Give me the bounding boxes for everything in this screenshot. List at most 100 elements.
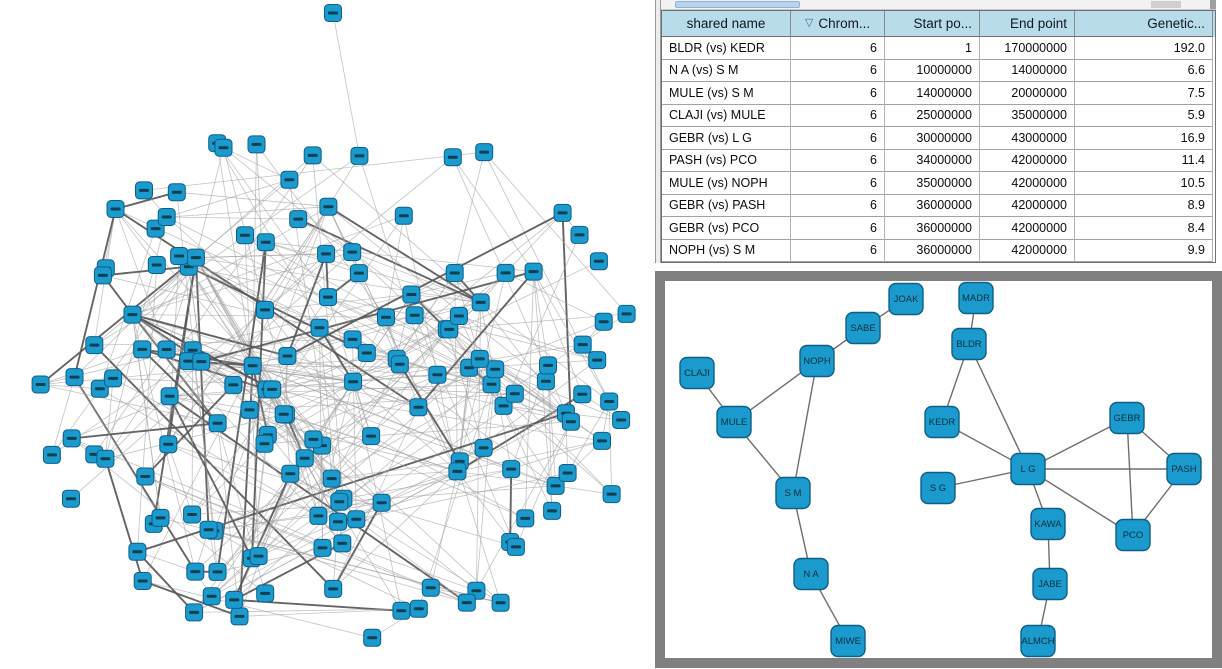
- network-node[interactable]: [192, 352, 211, 371]
- subnetwork-edge-GEBR--PCO[interactable]: [1126, 417, 1134, 536]
- network-node[interactable]: [546, 476, 565, 495]
- network-node[interactable]: [31, 375, 50, 394]
- cell-genetic[interactable]: 10.5: [1075, 172, 1213, 195]
- cell-chromosome[interactable]: 6: [791, 194, 885, 217]
- subnetwork-node-L G[interactable]: L G: [1010, 452, 1046, 486]
- network-node[interactable]: [600, 392, 619, 411]
- cell-start[interactable]: 25000000: [885, 104, 980, 127]
- network-node[interactable]: [409, 398, 428, 417]
- cell-chromosome[interactable]: 6: [791, 127, 885, 150]
- network-node[interactable]: [280, 170, 299, 189]
- network-node[interactable]: [602, 485, 621, 504]
- network-node[interactable]: [170, 247, 189, 265]
- network-node[interactable]: [524, 262, 543, 281]
- cell-chromosome[interactable]: 6: [791, 172, 885, 195]
- subnetwork-node-MIWE[interactable]: MIWE: [830, 624, 866, 658]
- table-row[interactable]: N A (vs) S M 6 10000000 14000000 6.6: [662, 59, 1215, 82]
- network-node[interactable]: [482, 375, 501, 394]
- subnetwork-node-PASH[interactable]: PASH: [1166, 452, 1202, 486]
- cell-end[interactable]: 170000000: [980, 37, 1075, 60]
- cell-shared_name[interactable]: PASH (vs) PCO: [662, 149, 791, 172]
- network-node[interactable]: [561, 412, 580, 431]
- network-node[interactable]: [295, 449, 314, 468]
- network-node[interactable]: [157, 340, 176, 359]
- cell-end[interactable]: 20000000: [980, 82, 1075, 105]
- network-node[interactable]: [319, 288, 337, 307]
- network-node[interactable]: [372, 493, 391, 512]
- network-node[interactable]: [363, 628, 382, 647]
- network-node[interactable]: [185, 603, 204, 622]
- cell-genetic[interactable]: 9.9: [1075, 239, 1213, 262]
- network-node[interactable]: [558, 464, 577, 482]
- network-node[interactable]: [516, 509, 535, 528]
- cell-chromosome[interactable]: 6: [791, 37, 885, 60]
- network-node[interactable]: [147, 256, 166, 274]
- network-node[interactable]: [594, 312, 613, 331]
- network-node[interactable]: [539, 356, 557, 375]
- main-network-canvas[interactable]: [0, 0, 655, 669]
- subnetwork-node-JOAK[interactable]: JOAK: [888, 282, 924, 316]
- network-node[interactable]: [344, 372, 363, 391]
- cell-shared_name[interactable]: GEBR (vs) PASH: [662, 194, 791, 217]
- cell-chromosome[interactable]: 6: [791, 104, 885, 127]
- network-node[interactable]: [329, 512, 348, 531]
- subnetwork-node-NOPH[interactable]: NOPH: [799, 344, 835, 378]
- network-node[interactable]: [278, 347, 297, 365]
- cell-start[interactable]: 36000000: [885, 239, 980, 262]
- network-node[interactable]: [443, 148, 462, 167]
- subnetwork-node-MULE[interactable]: MULE: [716, 405, 752, 439]
- subnetwork-edge-BLDR--L G[interactable]: [968, 343, 1029, 470]
- cell-end[interactable]: 42000000: [980, 149, 1075, 172]
- network-node[interactable]: [617, 304, 636, 323]
- cell-chromosome[interactable]: 6: [791, 149, 885, 172]
- cell-genetic[interactable]: 6.6: [1075, 59, 1213, 82]
- network-node[interactable]: [225, 590, 244, 609]
- table-row[interactable]: CLAJI (vs) MULE 6 25000000 35000000 5.9: [662, 104, 1215, 127]
- subnetwork-node-JABE[interactable]: JABE: [1032, 567, 1068, 601]
- network-node[interactable]: [159, 435, 178, 454]
- network-node[interactable]: [392, 601, 411, 620]
- cell-shared_name[interactable]: GEBR (vs) PCO: [662, 217, 791, 240]
- table-row[interactable]: NOPH (vs) S M 6 36000000 42000000 9.9: [662, 239, 1215, 262]
- subnetwork-node-MADR[interactable]: MADR: [958, 281, 994, 315]
- network-node[interactable]: [588, 351, 607, 370]
- cell-end[interactable]: 42000000: [980, 239, 1075, 262]
- network-node[interactable]: [230, 607, 249, 626]
- subnetwork-node-SABE[interactable]: SABE: [845, 311, 881, 345]
- network-node[interactable]: [457, 593, 476, 612]
- network-node[interactable]: [90, 379, 109, 398]
- network-node[interactable]: [93, 266, 112, 285]
- network-node[interactable]: [313, 538, 332, 557]
- network-node[interactable]: [123, 305, 142, 324]
- network-node[interactable]: [96, 449, 115, 468]
- network-node[interactable]: [240, 400, 259, 419]
- cell-chromosome[interactable]: 6: [791, 239, 885, 262]
- network-node[interactable]: [236, 226, 254, 245]
- cell-start[interactable]: 36000000: [885, 217, 980, 240]
- table-row[interactable]: GEBR (vs) PCO 6 36000000 42000000 8.4: [662, 217, 1215, 240]
- cell-start[interactable]: 30000000: [885, 127, 980, 150]
- network-node[interactable]: [449, 307, 468, 325]
- network-node[interactable]: [133, 572, 152, 590]
- network-node[interactable]: [377, 308, 395, 327]
- network-node[interactable]: [349, 264, 368, 283]
- table-row[interactable]: GEBR (vs) L G 6 30000000 43000000 16.9: [662, 127, 1215, 150]
- network-node[interactable]: [249, 547, 268, 566]
- cell-genetic[interactable]: 8.4: [1075, 217, 1213, 240]
- network-node[interactable]: [421, 578, 440, 597]
- subnetwork-edge-NOPH--S M[interactable]: [792, 360, 818, 494]
- cell-genetic[interactable]: 7.5: [1075, 82, 1213, 105]
- network-node[interactable]: [135, 181, 153, 200]
- cell-shared_name[interactable]: NOPH (vs) S M: [662, 239, 791, 262]
- cell-shared_name[interactable]: N A (vs) S M: [662, 59, 791, 82]
- network-node[interactable]: [186, 248, 205, 267]
- table-horizontal-scrollbar[interactable]: [661, 0, 1216, 10]
- network-node[interactable]: [167, 183, 186, 202]
- network-node[interactable]: [256, 300, 274, 319]
- panel-splitter[interactable]: [655, 0, 661, 263]
- cell-shared_name[interactable]: BLDR (vs) KEDR: [662, 37, 791, 60]
- table-row[interactable]: GEBR (vs) PASH 6 36000000 42000000 8.9: [662, 194, 1215, 217]
- network-node[interactable]: [151, 508, 170, 527]
- cell-shared_name[interactable]: MULE (vs) S M: [662, 82, 791, 105]
- network-node[interactable]: [505, 384, 524, 403]
